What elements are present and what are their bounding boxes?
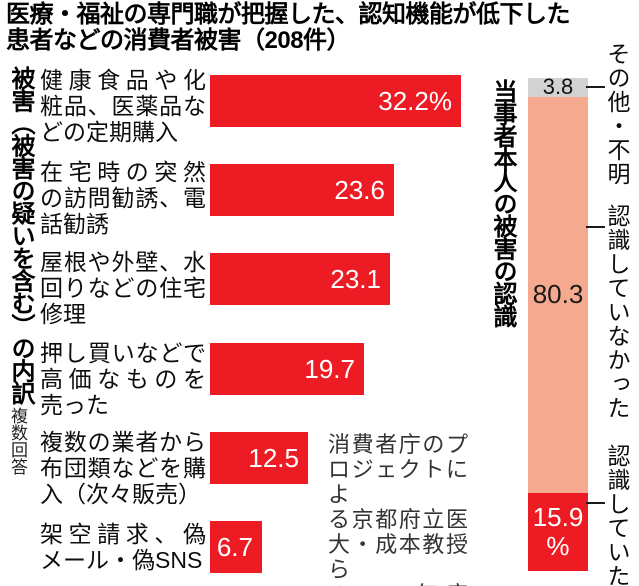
bar: 6.7 [210,521,262,573]
bar-category-label: 押し買いなどで 高価なものを 売った [40,340,206,418]
segment-value-label: 80.3 [532,279,584,310]
bar-category-label: 屋根や外壁、水 回りなどの住宅 修理 [40,249,206,327]
bar-category-label: 在宅時の突然 の訪問勧誘、電 話勧誘 [40,159,206,237]
bar: 23.1 [210,253,390,305]
segment-value-label: 3.8 [542,74,574,100]
bar-category-label: 複数の業者から 布団類などを購 入（次々販売） [40,429,206,507]
bar-value-label: 19.7 [304,353,355,384]
bar: 23.6 [210,164,394,216]
bar: 12.5 [210,432,308,484]
bar: 32.2% [210,75,461,127]
bar-value-label: 12.5 [248,442,299,473]
stacked-segment-other: 3.8 [528,74,588,100]
right-axis-title: 当事者本人の被害の認識 [489,79,516,327]
bar-value-label: 32.2% [378,85,452,116]
bar-value-label: 23.1 [330,263,381,294]
bar-category-label: 架空請求、偽 メール・偽SNS [40,521,206,573]
stacked-segment-aware: 15.9 % [528,492,588,571]
bar-category-label: 健康食品や化 粧品、医薬品な どの定期購入 [40,67,206,145]
segment-label-other: その他・不明 [604,42,630,186]
chart-title: 医療・福祉の専門職が把握した、認知機能が低下した 患者などの消費者被害（208件… [6,1,571,54]
segment-label-aware: 認識していた [604,444,630,586]
bar-value-label: 23.6 [334,174,385,205]
tick-line [586,502,605,504]
bar-value-label: 6.7 [216,531,253,562]
bar: 19.7 [210,343,364,395]
left-axis-title: 被害（被害の疑いを含む）の内訳 [7,66,34,404]
stacked-segment-unaware: 80.3 [528,96,588,493]
multiple-answers-note: 複数回答 [8,407,27,475]
tick-line [586,226,605,228]
segment-label-unaware: 認識していなかった [604,204,630,420]
segment-value-label: 15.9 % [532,501,584,561]
tick-line [586,86,605,88]
stacked-bar: 3.8 80.3 15.9 % [528,74,588,571]
